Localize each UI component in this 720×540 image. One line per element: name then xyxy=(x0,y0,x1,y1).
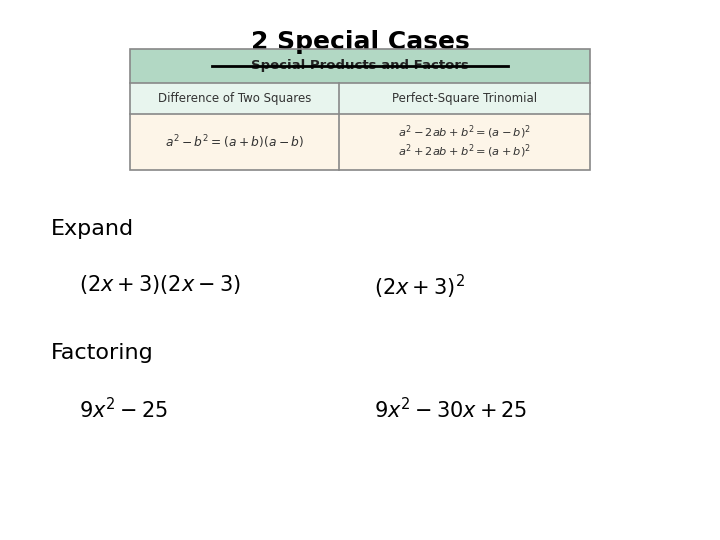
Text: $9x^2 - 25$: $9x^2 - 25$ xyxy=(79,397,168,422)
Text: $a^2 + 2ab + b^2 = (a + b)^2$: $a^2 + 2ab + b^2 = (a + b)^2$ xyxy=(398,143,531,160)
Text: $a^2 - 2ab + b^2 = (a - b)^2$: $a^2 - 2ab + b^2 = (a - b)^2$ xyxy=(398,124,531,141)
Text: $(2x + 3)(2x - 3)$: $(2x + 3)(2x - 3)$ xyxy=(79,273,241,296)
Text: Difference of Two Squares: Difference of Two Squares xyxy=(158,92,311,105)
Text: Factoring: Factoring xyxy=(50,343,153,363)
Text: 2 Special Cases: 2 Special Cases xyxy=(251,30,469,53)
FancyBboxPatch shape xyxy=(130,83,590,114)
Text: Special Products and Factors: Special Products and Factors xyxy=(251,59,469,72)
Text: Perfect-Square Trinomial: Perfect-Square Trinomial xyxy=(392,92,537,105)
Text: $9x^2 - 30x + 25$: $9x^2 - 30x + 25$ xyxy=(374,397,528,422)
Text: Expand: Expand xyxy=(50,219,133,239)
Text: $(2x + 3)^2$: $(2x + 3)^2$ xyxy=(374,273,465,301)
Text: $a^2 - b^2 = (a + b)(a - b)$: $a^2 - b^2 = (a + b)(a - b)$ xyxy=(165,133,304,151)
FancyBboxPatch shape xyxy=(130,49,590,83)
FancyBboxPatch shape xyxy=(130,114,590,170)
